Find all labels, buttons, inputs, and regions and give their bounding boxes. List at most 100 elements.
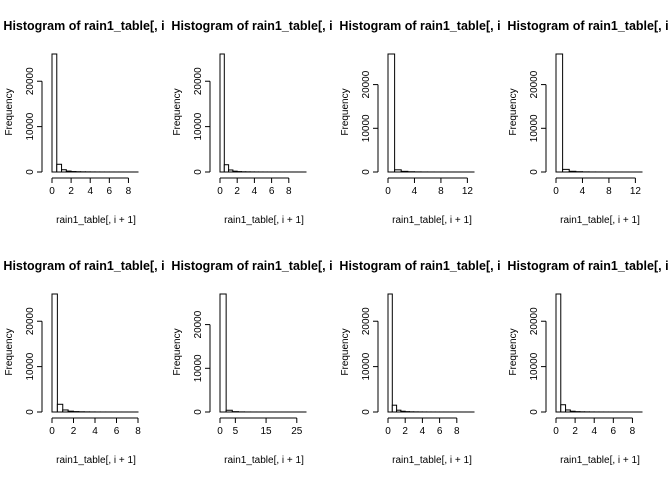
y-axis-label: Frequency	[172, 88, 183, 135]
histogram-panel: Histogram of rain1_table[, i 0 10000 20000 0…	[507, 19, 668, 226]
y-tick-label: 0	[193, 169, 204, 175]
histogram-bar	[62, 409, 69, 413]
histogram-bar	[565, 409, 571, 413]
histogram-bar	[568, 170, 577, 173]
x-tick-label: 0	[217, 426, 223, 437]
x-tick-label: 6	[269, 186, 275, 197]
x-tick-label: 5	[233, 426, 239, 437]
x-tick-label: 6	[611, 426, 617, 437]
chart-title: Histogram of rain1_table[, i	[339, 19, 500, 33]
y-tick-label: 0	[25, 169, 36, 175]
histogram-bar	[391, 404, 398, 413]
histogram-bar	[569, 410, 576, 413]
y-axis-label: Frequency	[340, 88, 351, 135]
y-tick-label: 20000	[193, 67, 204, 95]
x-tick-label: 2	[234, 186, 240, 197]
y-tick-label: 0	[361, 409, 372, 415]
x-tick-label: 4	[92, 426, 98, 437]
histogram-bar	[67, 410, 74, 413]
histogram-bar	[387, 293, 393, 413]
x-tick-label: 4	[412, 186, 418, 197]
histogram-bar	[61, 169, 67, 173]
histogram-bar	[562, 168, 570, 173]
x-tick-label: 2	[572, 426, 578, 437]
x-tick-label: 0	[49, 426, 55, 437]
y-tick-label: 10000	[193, 112, 204, 140]
x-tick-label: 2	[402, 426, 408, 437]
histogram-bar	[223, 164, 230, 173]
y-tick-label: 0	[193, 409, 204, 415]
histogram-bar	[555, 293, 562, 413]
y-tick-label: 0	[529, 169, 540, 175]
y-tick-label: 0	[529, 409, 540, 415]
y-tick-label: 10000	[193, 354, 204, 382]
x-tick-label: 0	[385, 186, 391, 197]
chart-title: Histogram of rain1_table[, i	[171, 19, 332, 33]
histogram-bar	[219, 293, 227, 413]
x-tick-label: 4	[580, 186, 586, 197]
histogram-panel: Histogram of rain1_table[, i 0 10000 20000 0…	[507, 259, 668, 466]
x-tick-label: 12	[462, 186, 474, 197]
y-tick-label: 10000	[529, 114, 540, 142]
histogram-bar	[394, 169, 402, 173]
y-tick-label: 20000	[193, 310, 204, 338]
x-tick-label: 4	[252, 186, 258, 197]
histogram-panel: Histogram of rain1_table[, i 0 10000 20000 0…	[171, 19, 332, 226]
x-axis-label: rain1_table[, i + 1]	[392, 215, 472, 226]
x-tick-label: 0	[217, 186, 223, 197]
histogram-bar	[387, 53, 396, 173]
x-tick-label: 0	[553, 426, 559, 437]
y-axis-label: Frequency	[172, 328, 183, 375]
x-tick-label: 8	[454, 426, 460, 437]
histogram-panel: Histogram of rain1_table[, i 0 10000 20000 0…	[339, 259, 500, 466]
y-axis-label: Frequency	[508, 88, 519, 135]
histogram-bar	[232, 170, 238, 173]
x-tick-label: 8	[606, 186, 612, 197]
chart-title: Histogram of rain1_table[, i	[171, 259, 332, 273]
histogram-bar	[219, 53, 225, 173]
x-tick-label: 15	[261, 426, 273, 437]
y-axis-label: Frequency	[4, 328, 15, 375]
histogram-bar	[396, 409, 402, 413]
histogram-panel: Histogram of rain1_table[, i 0 10000 20000 0…	[171, 259, 332, 466]
histogram-bar	[51, 293, 58, 413]
histogram-bar	[51, 53, 58, 173]
y-tick-label: 10000	[361, 352, 372, 380]
histogram-bar	[225, 409, 233, 413]
x-tick-label: 6	[437, 426, 443, 437]
x-tick-label: 12	[630, 186, 642, 197]
y-tick-label: 20000	[25, 67, 36, 95]
x-tick-label: 4	[87, 186, 93, 197]
histogram-panel: Histogram of rain1_table[, i 0 10000 20000 0…	[3, 19, 164, 226]
histogram-bar	[56, 403, 64, 413]
x-axis-label: rain1_table[, i + 1]	[392, 455, 472, 466]
x-axis-label: rain1_table[, i + 1]	[224, 215, 304, 226]
chart-title: Histogram of rain1_table[, i	[3, 19, 164, 33]
histogram-bar	[228, 169, 234, 173]
chart-title: Histogram of rain1_table[, i	[339, 259, 500, 273]
y-tick-label: 10000	[25, 352, 36, 380]
histogram-panel: Histogram of rain1_table[, i 0 10000 20000 0…	[3, 259, 164, 466]
histogram-bar	[56, 163, 63, 173]
histogram-bar	[400, 410, 406, 413]
y-tick-label: 20000	[529, 307, 540, 335]
y-tick-label: 20000	[361, 307, 372, 335]
x-axis-label: rain1_table[, i + 1]	[224, 455, 304, 466]
histogram-panel: Histogram of rain1_table[, i 0 10000 20000 0…	[339, 19, 500, 226]
x-tick-label: 0	[49, 186, 55, 197]
x-tick-label: 8	[135, 426, 141, 437]
y-tick-label: 20000	[25, 307, 36, 335]
y-tick-label: 10000	[361, 114, 372, 142]
x-tick-label: 8	[630, 426, 636, 437]
y-axis-label: Frequency	[4, 88, 15, 135]
x-tick-label: 4	[591, 426, 597, 437]
chart-title: Histogram of rain1_table[, i	[507, 19, 668, 33]
x-tick-label: 6	[107, 186, 113, 197]
x-axis-label: rain1_table[, i + 1]	[560, 455, 640, 466]
chart-title: Histogram of rain1_table[, i	[3, 259, 164, 273]
y-tick-label: 10000	[25, 112, 36, 140]
x-tick-label: 0	[553, 186, 559, 197]
y-axis-label: Frequency	[340, 328, 351, 375]
x-tick-label: 8	[286, 186, 292, 197]
x-tick-label: 2	[68, 186, 74, 197]
